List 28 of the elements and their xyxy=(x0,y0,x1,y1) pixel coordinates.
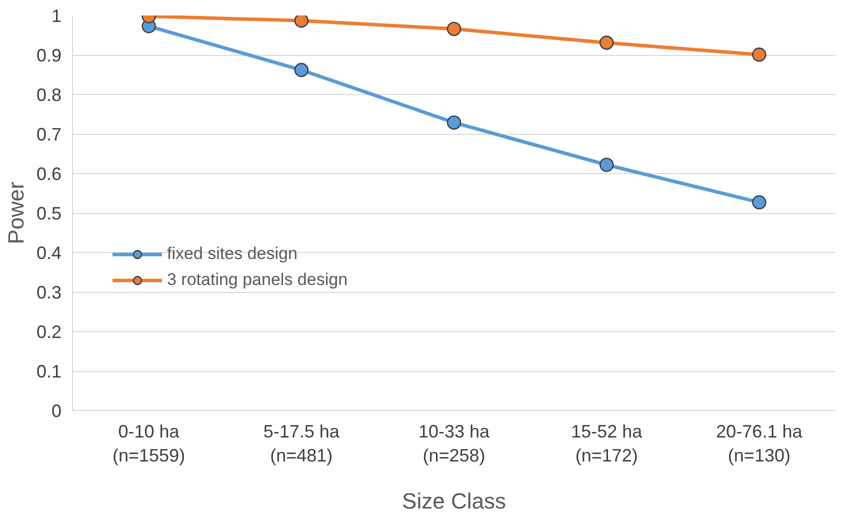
y-tick-label: 0.1 xyxy=(36,362,62,382)
point xyxy=(600,36,614,50)
x-axis-title: Size Class xyxy=(402,488,506,514)
y-tick-label: 0.9 xyxy=(36,46,62,66)
x-tick-label: 15-52 ha (n=172) xyxy=(571,422,644,466)
legend-label: 3 rotating panels design xyxy=(167,270,348,290)
point xyxy=(294,16,308,28)
x-tick-label: 10-33 ha (n=258) xyxy=(418,422,491,466)
point xyxy=(294,62,308,78)
y-tick-label: 0.5 xyxy=(36,204,62,224)
y-tick-label: 0.3 xyxy=(36,282,62,302)
y-tick-label: 1 xyxy=(51,6,62,26)
y-tick-label: 0 xyxy=(51,401,62,421)
x-tick-label: 5-17.5 ha (n=481) xyxy=(263,422,340,466)
point xyxy=(446,115,462,130)
y-tick-label: 0.8 xyxy=(36,85,62,105)
point xyxy=(446,22,462,36)
point xyxy=(752,48,766,62)
point xyxy=(600,158,614,172)
y-tick-label: 0.7 xyxy=(36,124,62,144)
x-tick-label: 0-10 ha (n=1559) xyxy=(112,422,186,466)
y-tick-label: 0.2 xyxy=(36,322,62,342)
y-tick-label: 0.6 xyxy=(36,164,62,184)
point xyxy=(752,195,766,210)
legend-label: fixed sites design xyxy=(167,244,298,264)
y-axis-title: Power xyxy=(3,182,28,244)
x-tick-label: 20-76.1 ha (n=130) xyxy=(716,422,804,466)
y-tick-label: 0.4 xyxy=(36,243,62,263)
